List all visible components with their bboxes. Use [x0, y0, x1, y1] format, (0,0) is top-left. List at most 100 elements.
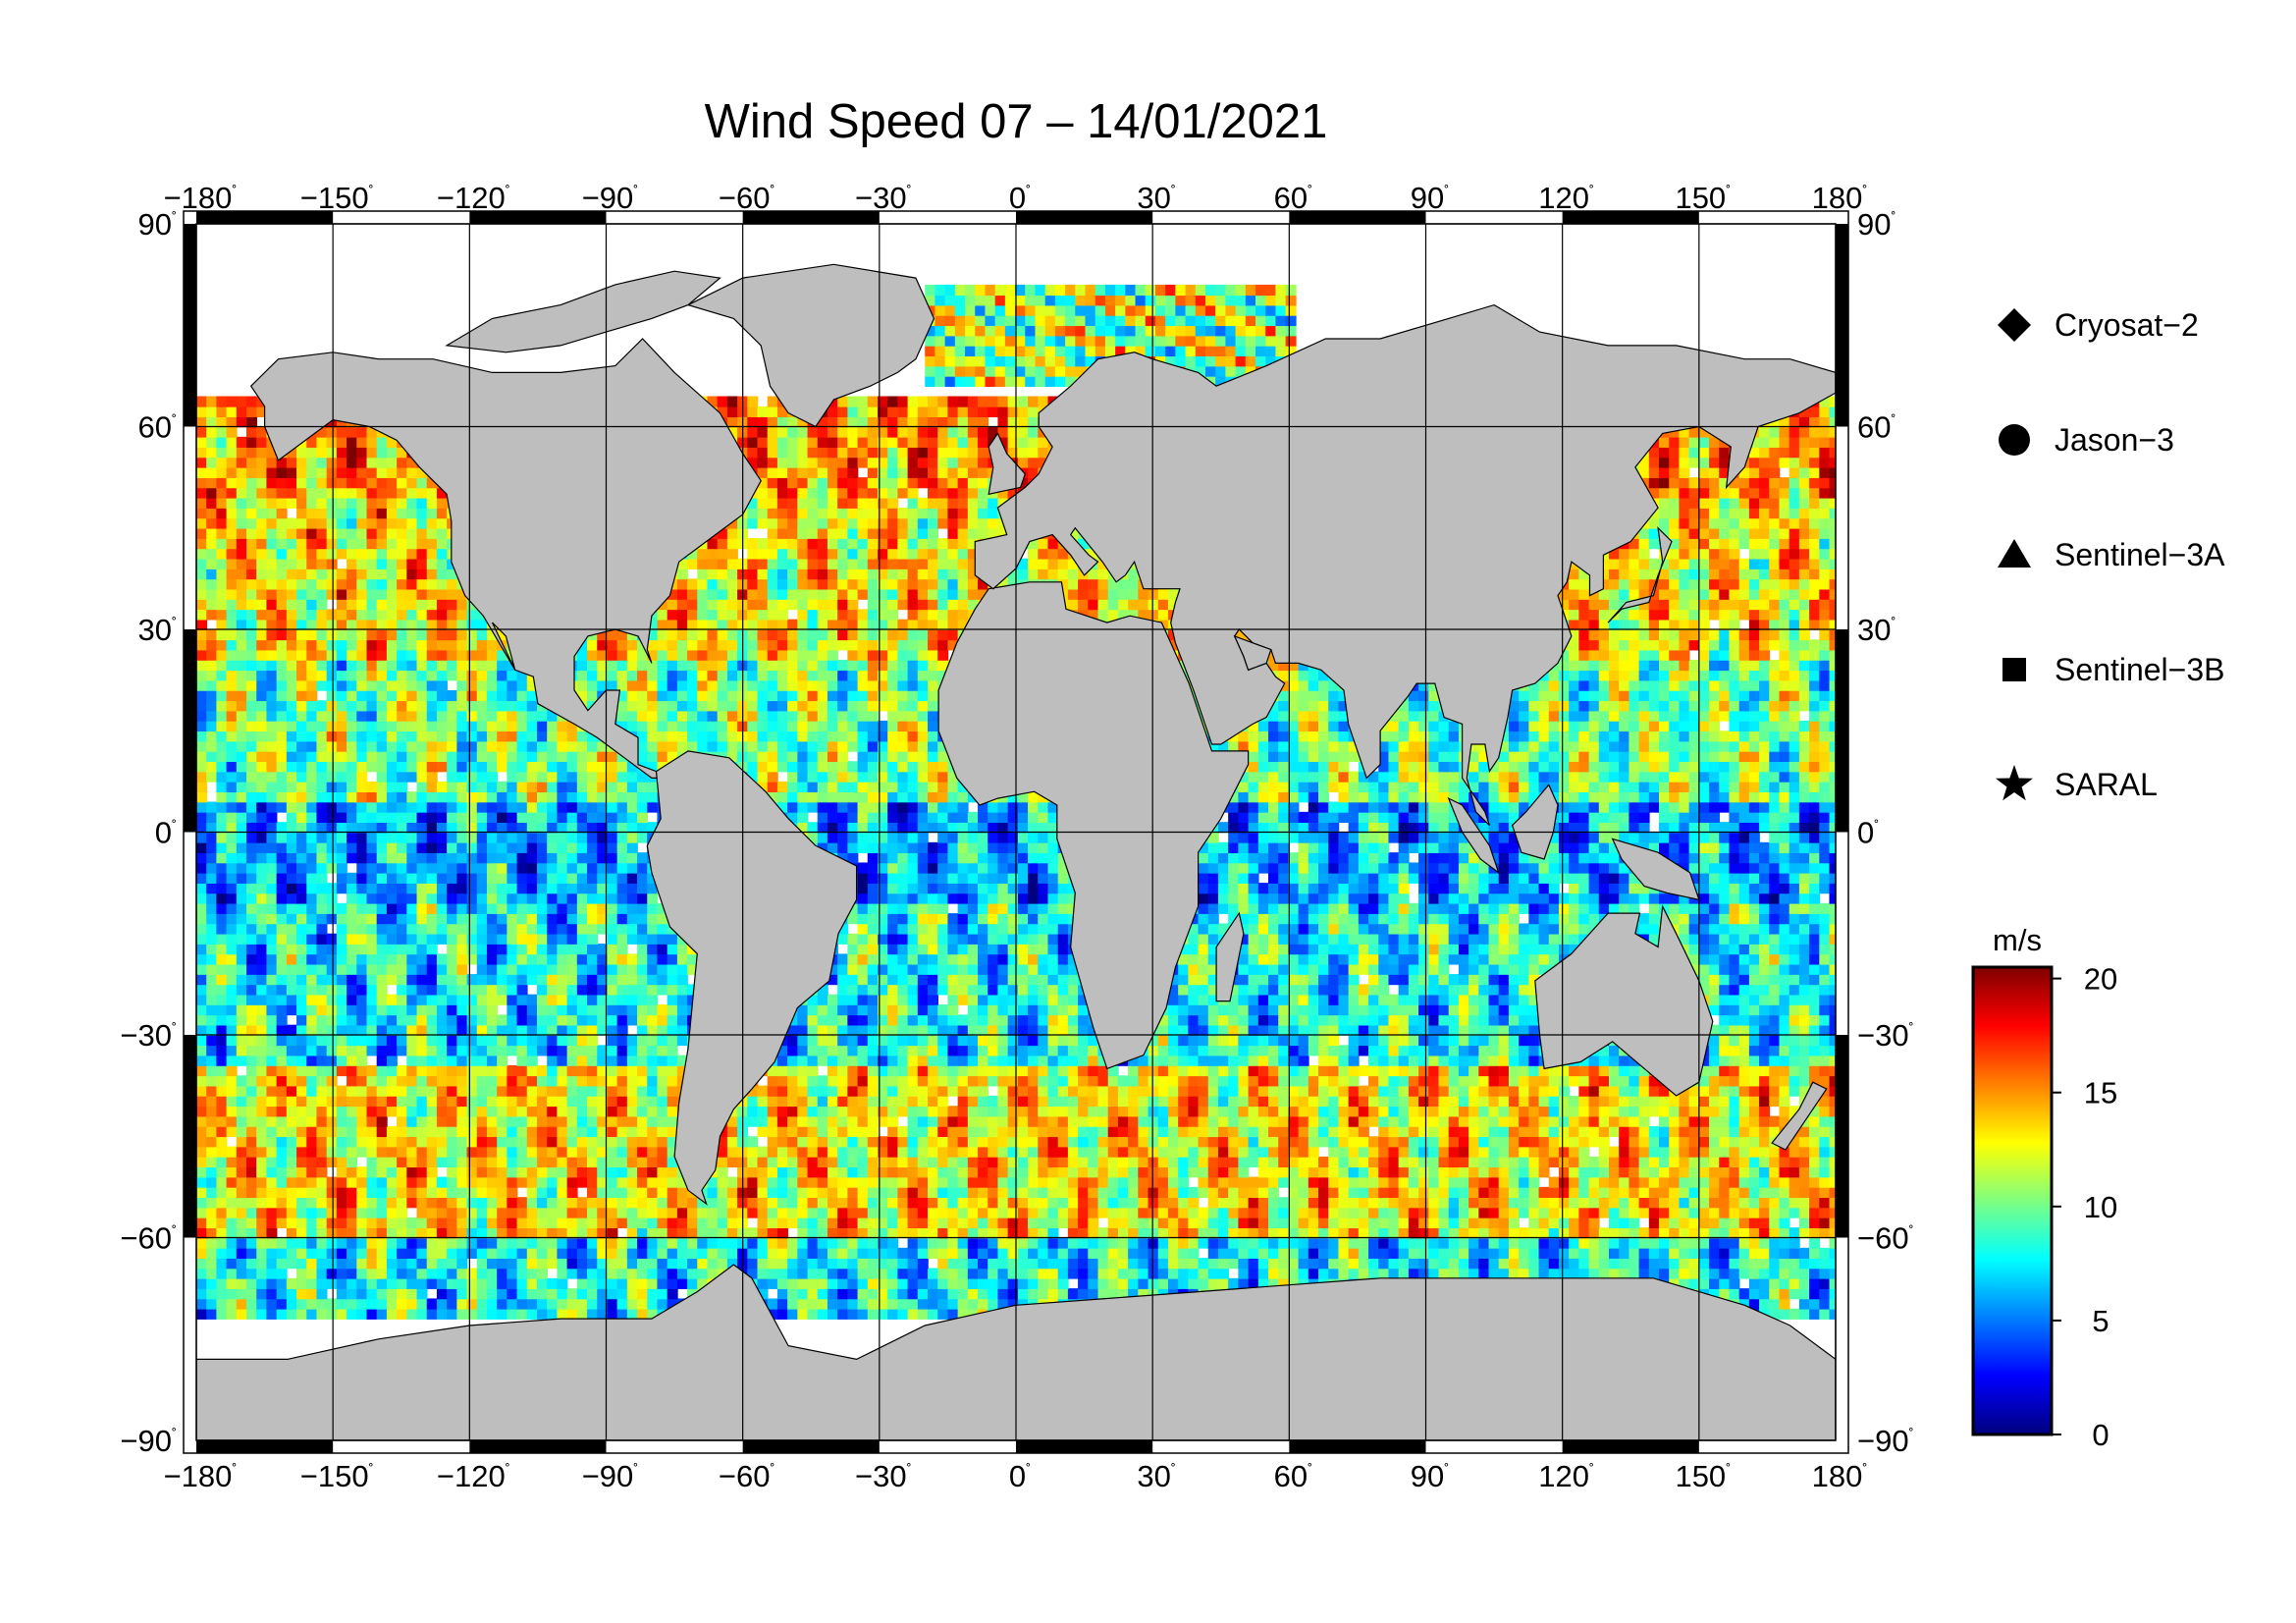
wind-cell [997, 1237, 1009, 1249]
wind-cell [877, 1298, 888, 1310]
wind-cell [276, 1197, 288, 1209]
wind-cell [1088, 1207, 1099, 1218]
wind-cell [266, 1237, 278, 1249]
wind-cell [256, 1247, 268, 1259]
wind-cell [1548, 1227, 1560, 1239]
wind-cell [216, 1258, 228, 1270]
wind-cell [1408, 1085, 1419, 1097]
wind-cell [1578, 1258, 1590, 1270]
wind-cell [1338, 1146, 1350, 1158]
wind-cell [887, 1277, 899, 1289]
wind-cell [1097, 1075, 1109, 1087]
wind-cell [1719, 1136, 1731, 1148]
wind-cell [1569, 1217, 1580, 1228]
wind-cell [957, 1258, 969, 1270]
wind-cell [817, 1176, 828, 1188]
wind-cell [356, 1146, 368, 1158]
wind-cell [1398, 1247, 1410, 1259]
wind-cell [867, 1106, 879, 1117]
wind-cell [1368, 1217, 1380, 1228]
wind-cell [196, 1106, 208, 1117]
wind-cell [657, 1125, 668, 1138]
wind-cell [1478, 1045, 1490, 1056]
wind-cell [1748, 1277, 1760, 1289]
wind-cell [1388, 1156, 1400, 1168]
wind-cell [817, 1277, 828, 1289]
wind-cell [406, 1024, 418, 1036]
wind-cell [1719, 1277, 1731, 1289]
wind-cell [847, 1004, 859, 1016]
wind-cell [1438, 1247, 1450, 1259]
wind-cell [486, 1125, 498, 1138]
wind-cell [376, 1115, 388, 1127]
wind-cell [406, 1085, 418, 1097]
wind-cell [1007, 1014, 1019, 1026]
wind-cell [236, 1268, 247, 1279]
wind-cell [1679, 1277, 1690, 1289]
wind-cell [1669, 1197, 1681, 1209]
wind-cell [676, 1064, 688, 1077]
wind-cell [807, 1186, 819, 1198]
wind-cell [897, 1308, 909, 1320]
wind-cell [536, 1298, 548, 1310]
wind-cell [1819, 1288, 1831, 1300]
wind-cell [1298, 1247, 1309, 1259]
wind-cell [276, 1298, 288, 1310]
wind-cell [616, 1258, 628, 1270]
wind-cell [436, 1115, 448, 1127]
wind-cell [947, 1288, 959, 1300]
wind-cell [1348, 1064, 1360, 1077]
wind-cell [607, 1024, 618, 1036]
wind-cell [497, 1186, 508, 1198]
wind-cell [1588, 1085, 1600, 1097]
wind-cell [1428, 1045, 1440, 1056]
wind-cell [797, 1115, 809, 1127]
wind-cell [957, 1308, 969, 1320]
wind-cell [928, 1014, 939, 1026]
wind-cell [1128, 1288, 1140, 1300]
wind-cell [1228, 1106, 1240, 1117]
wind-cell [988, 1298, 999, 1310]
wind-cell [1207, 1045, 1219, 1056]
wind-cell [907, 1186, 919, 1198]
wind-cell [1067, 1106, 1079, 1117]
wind-cell [1729, 1176, 1740, 1188]
wind-cell [988, 1055, 999, 1066]
wind-cell [837, 1035, 849, 1047]
wind-cell [827, 1308, 838, 1320]
wind-cell [1428, 1156, 1440, 1168]
wind-cell [626, 1115, 638, 1127]
wind-cell [1088, 1136, 1099, 1148]
wind-cell [917, 1035, 929, 1047]
wind-cell [707, 1237, 719, 1249]
wind-cell [597, 1197, 609, 1209]
wind-cell [1198, 1136, 1209, 1148]
wind-cell [1348, 1035, 1360, 1047]
wind-cell [316, 1045, 328, 1056]
wind-cell [607, 1197, 618, 1209]
wind-cell [1047, 1247, 1059, 1259]
wind-cell [1519, 1237, 1530, 1249]
wind-cell [587, 1014, 599, 1026]
wind-cell [847, 1186, 859, 1198]
wind-cell [1078, 1227, 1090, 1239]
wind-cell [897, 1258, 909, 1270]
wind-cell [1748, 1146, 1760, 1158]
wind-cell [967, 1136, 979, 1148]
wind-cell [447, 1004, 458, 1016]
wind-cell [196, 1014, 208, 1026]
wind-cell [276, 1064, 288, 1077]
wind-cell [747, 1258, 759, 1270]
wind-cell [1358, 1197, 1369, 1209]
wind-cell [557, 1045, 568, 1056]
wind-cell [767, 1156, 778, 1168]
wind-cell [1398, 1045, 1410, 1056]
wind-cell [1458, 1055, 1469, 1066]
wind-cell [236, 1217, 247, 1228]
wind-cell [1798, 1014, 1810, 1026]
wind-cell [797, 1298, 809, 1310]
wind-cell [607, 1237, 618, 1249]
wind-cell [907, 1035, 919, 1047]
wind-cell [276, 1075, 288, 1087]
wind-cell [557, 1166, 568, 1178]
